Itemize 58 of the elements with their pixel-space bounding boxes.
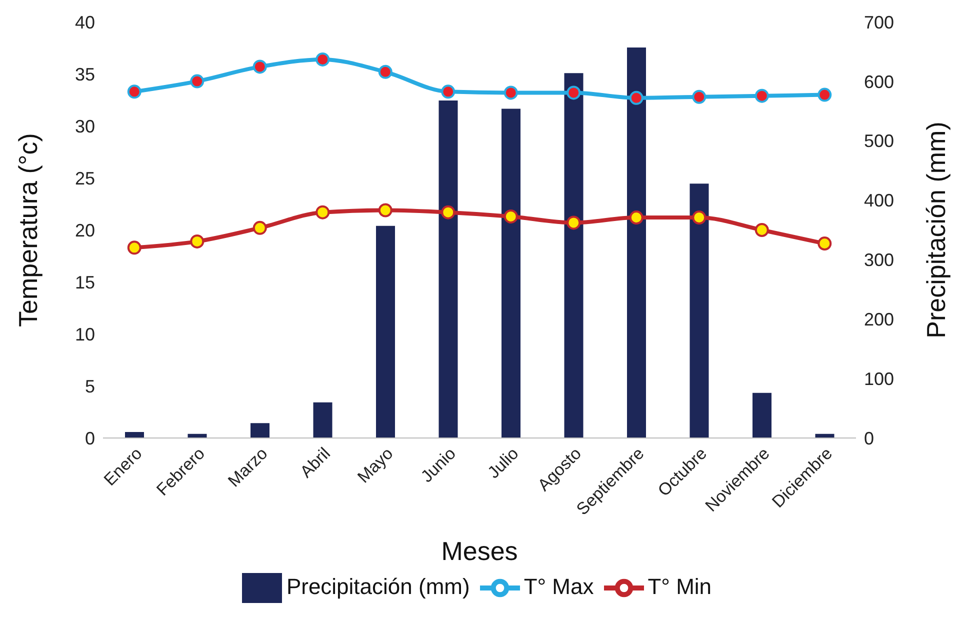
bar (438, 100, 458, 438)
point (378, 64, 392, 79)
y2-tick-label: 600 (864, 72, 894, 92)
y-axis-title: Temperatura (°c) (13, 133, 44, 327)
point (441, 205, 456, 220)
y2-tick-label: 400 (864, 190, 894, 211)
point (252, 220, 267, 235)
point (818, 236, 832, 251)
point (504, 86, 518, 100)
legend-label: Precipitación (mm) (286, 574, 470, 599)
y-tick-label: 15 (74, 272, 95, 292)
point (316, 205, 330, 220)
bar (376, 226, 395, 438)
y2-axis-title: Precipitación (mm) (921, 122, 952, 338)
y-tick-label: 5 (84, 376, 95, 396)
point (754, 223, 769, 237)
bar (125, 432, 144, 438)
point (692, 90, 706, 104)
y-tick-label: 0 (84, 428, 95, 448)
bar (752, 392, 772, 438)
point (378, 203, 392, 218)
point (190, 74, 204, 88)
y2-tick-label: 100 (864, 368, 894, 389)
bar (690, 184, 709, 438)
y2-tick-label: 300 (864, 250, 894, 270)
legend-label: T° Min (648, 574, 712, 599)
point (692, 210, 706, 225)
point (504, 209, 518, 224)
bar (502, 108, 520, 438)
point (629, 210, 644, 225)
x-axis-title: Meses (441, 536, 518, 566)
point (190, 234, 204, 248)
point (629, 90, 644, 105)
y-tick-label: 30 (74, 116, 95, 136)
y2-tick-label: 200 (864, 310, 894, 330)
point (127, 240, 142, 255)
x-tick-label: Julio (484, 444, 522, 482)
point (818, 88, 832, 102)
point (566, 86, 581, 100)
bar (250, 423, 270, 438)
y-tick-label: 25 (74, 168, 95, 188)
point (127, 84, 142, 99)
point (754, 88, 769, 103)
y2-tick-label: 0 (864, 428, 874, 448)
legend-label: T° Max (524, 574, 594, 599)
point (252, 60, 267, 74)
y-tick-label: 40 (74, 12, 95, 32)
y2-tick-label: 700 (864, 12, 894, 32)
point (316, 52, 330, 66)
bar (313, 402, 332, 438)
y-tick-label: 20 (74, 220, 95, 240)
point (566, 216, 581, 230)
y-tick-label: 35 (74, 64, 95, 84)
y2-tick-label: 500 (864, 131, 894, 152)
bar (627, 48, 646, 438)
y-tick-label: 10 (74, 324, 95, 344)
point (441, 84, 456, 99)
bar (564, 73, 584, 438)
